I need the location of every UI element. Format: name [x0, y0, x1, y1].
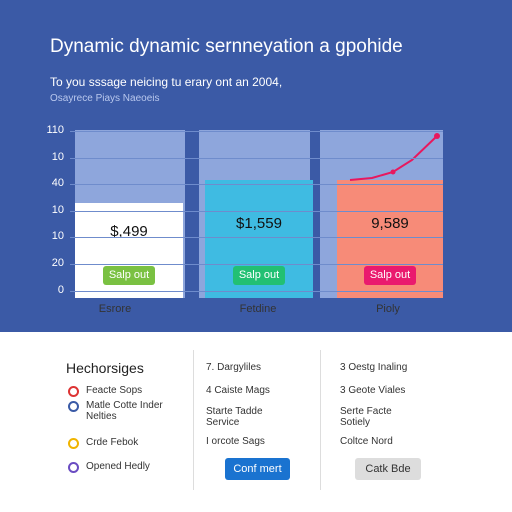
divider [193, 350, 194, 490]
feature-item: Opened Hedly [86, 461, 150, 472]
axis-label: 10 [51, 151, 64, 163]
icon [68, 401, 79, 412]
trend-line [349, 133, 440, 181]
feature-item: I orcote Sags [206, 436, 265, 447]
features-title: Hechorsiges [66, 360, 144, 376]
grid-line [70, 211, 443, 212]
price: $,499 [110, 223, 148, 240]
axis-label: 20 [51, 257, 64, 269]
plan-card: $,499 Salp out [75, 203, 183, 298]
button[interactable]: Salp out [233, 266, 285, 285]
plan-name: Pioly [376, 303, 400, 315]
feature-item: Serte Facte Sotiely [340, 406, 392, 428]
grid-line [70, 237, 443, 238]
button[interactable]: Salp out [103, 266, 155, 285]
secondary-button[interactable]: Catk Bde [355, 458, 421, 480]
feature-item: Starte Tadde Service [206, 406, 263, 428]
confirm-button[interactable]: Conf mert [225, 458, 290, 480]
divider [320, 350, 321, 490]
axis-label: 10 [51, 230, 64, 242]
grid-line [70, 131, 443, 132]
price: 9,589 [371, 215, 409, 232]
feature-item: 7. Dargyliles [206, 362, 262, 373]
axis-label: 0 [57, 284, 64, 296]
feature-item: 4 Caiste Mags [206, 385, 270, 396]
title: Dynamic dynamic sernneyation a gpohide [50, 36, 403, 57]
plan-card: $1,559 Salp out [205, 180, 313, 298]
icon [68, 462, 79, 473]
feature-item: Feacte Sops [86, 385, 143, 396]
plan-card: 9,589 Salp out [337, 180, 443, 298]
feature-item: Matle Cotte Inder Nelties [86, 400, 163, 422]
feature-item: Coltce Nord [340, 436, 393, 447]
subtitle: To you sssage neicing tu erary ont an 20… [50, 75, 283, 89]
grid-line [70, 184, 443, 185]
grid-line [70, 158, 443, 159]
feature-item: Crde Febok [86, 437, 139, 448]
axis-label: 40 [51, 177, 64, 189]
axis-label: 110 [46, 124, 64, 136]
plan-name: Fetdine [239, 303, 277, 315]
plan-name: Esrore [98, 303, 132, 315]
grid-line [70, 291, 443, 292]
grid-line [70, 264, 443, 265]
feature-item: 3 Geote Viales [340, 385, 406, 396]
axis-label: 10 [51, 204, 64, 216]
icon [68, 438, 79, 449]
feature-item: 3 Oestg Inaling [340, 362, 408, 373]
price: $1,559 [236, 215, 282, 232]
button[interactable]: Salp out [364, 266, 416, 285]
caption: Osayrece Piays Naeoeis [50, 93, 160, 104]
icon [68, 386, 79, 397]
